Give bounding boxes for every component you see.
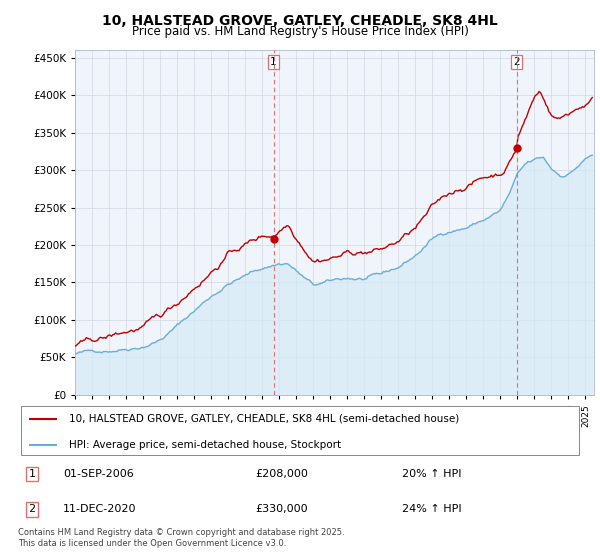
Text: Contains HM Land Registry data © Crown copyright and database right 2025.
This d: Contains HM Land Registry data © Crown c… [18,528,344,548]
Text: 24% ↑ HPI: 24% ↑ HPI [401,505,461,515]
Text: 2: 2 [29,505,35,515]
Text: 1: 1 [270,57,277,67]
Text: 11-DEC-2020: 11-DEC-2020 [63,505,137,515]
Text: Price paid vs. HM Land Registry's House Price Index (HPI): Price paid vs. HM Land Registry's House … [131,25,469,38]
Text: 10, HALSTEAD GROVE, GATLEY, CHEADLE, SK8 4HL (semi-detached house): 10, HALSTEAD GROVE, GATLEY, CHEADLE, SK8… [69,414,459,424]
Text: £208,000: £208,000 [255,469,308,479]
FancyBboxPatch shape [21,406,579,455]
Text: 01-SEP-2006: 01-SEP-2006 [63,469,134,479]
Text: 10, HALSTEAD GROVE, GATLEY, CHEADLE, SK8 4HL: 10, HALSTEAD GROVE, GATLEY, CHEADLE, SK8… [102,14,498,28]
Text: 2: 2 [513,57,520,67]
Text: 1: 1 [29,469,35,479]
Text: £330,000: £330,000 [255,505,308,515]
Text: HPI: Average price, semi-detached house, Stockport: HPI: Average price, semi-detached house,… [69,440,341,450]
Text: 20% ↑ HPI: 20% ↑ HPI [401,469,461,479]
